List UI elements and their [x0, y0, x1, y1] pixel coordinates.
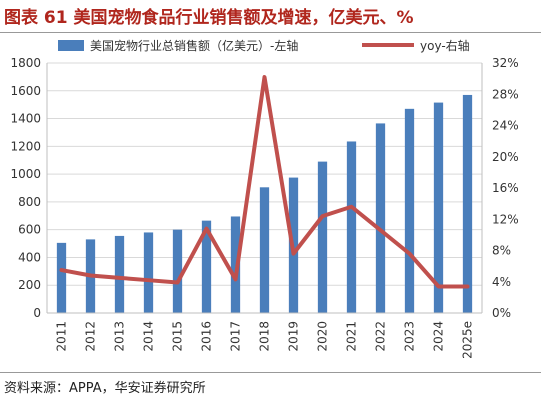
x-tick-label: 2013 — [113, 321, 127, 352]
right-tick-label: 12% — [492, 212, 519, 226]
x-tick-label: 2020 — [316, 321, 330, 352]
x-tick-label: 2024 — [432, 321, 446, 352]
yoy-line — [59, 75, 470, 289]
bar — [346, 141, 357, 313]
page-title: 图表 61 美国宠物食品行业销售额及增速，亿美元、% — [4, 8, 414, 28]
left-tick-label: 1000 — [10, 167, 41, 181]
left-tick-label: 1400 — [10, 112, 41, 126]
x-tick-label: 2025e — [461, 321, 475, 359]
legend: 美国宠物行业总销售额（亿美元）-左轴 yoy-右轴 — [58, 38, 470, 53]
legend-line-label: yoy-右轴 — [420, 38, 470, 53]
axes: 0 200 400 600 800 1000 1200 1400 1600 1800 0% 4% 8% 1… — [10, 56, 518, 359]
x-tick-label: 2018 — [258, 321, 272, 352]
line-series — [59, 75, 470, 289]
left-tick-label: 1800 — [10, 56, 41, 70]
bar — [230, 216, 241, 313]
left-tick-label: 1600 — [10, 84, 41, 98]
bar — [114, 235, 125, 313]
left-tick-label: 600 — [18, 223, 41, 237]
x-tick-label: 2015 — [171, 321, 185, 352]
x-tick-label: 2012 — [84, 321, 98, 352]
legend-bar-swatch — [58, 40, 84, 51]
bar-series — [56, 94, 473, 314]
bar — [317, 161, 328, 313]
right-tick-label: 20% — [492, 150, 519, 164]
x-tick-label: 2023 — [403, 321, 417, 352]
right-tick-label: 16% — [492, 181, 519, 195]
x-tick-label: 2011 — [55, 321, 69, 352]
bar — [259, 187, 270, 313]
bar — [172, 229, 183, 313]
left-tick-label: 400 — [18, 250, 41, 264]
right-tick-label: 0% — [492, 306, 511, 320]
x-tick-label: 2014 — [142, 321, 156, 352]
right-tick-label: 28% — [492, 87, 519, 101]
x-tick-label: 2019 — [287, 321, 301, 352]
left-tick-label: 0 — [33, 306, 41, 320]
bar — [433, 102, 444, 313]
chart: 0 200 400 600 800 1000 1200 1400 1600 1800 0% 4% 8% 1… — [10, 38, 518, 359]
left-tick-label: 200 — [18, 278, 41, 292]
x-tick-label: 2022 — [374, 321, 388, 352]
bar — [56, 242, 67, 313]
source-note: 资料来源：APPA，华安证券研究所 — [4, 381, 206, 396]
bar — [462, 94, 473, 313]
right-tick-label: 8% — [492, 244, 511, 258]
right-tick-label: 4% — [492, 275, 511, 289]
left-tick-label: 800 — [18, 195, 41, 209]
x-tick-label: 2017 — [229, 321, 243, 352]
bar — [375, 123, 386, 314]
bar — [404, 108, 415, 313]
x-tick-label: 2016 — [200, 321, 214, 352]
legend-bar-label: 美国宠物行业总销售额（亿美元）-左轴 — [90, 38, 298, 53]
left-tick-label: 1200 — [10, 139, 41, 153]
title-bar: 图表 61 美国宠物食品行业销售额及增速，亿美元、% — [0, 0, 541, 33]
right-tick-label: 32% — [492, 56, 519, 70]
source-divider — [0, 372, 541, 373]
right-tick-label: 24% — [492, 119, 519, 133]
bar — [201, 220, 212, 313]
bar — [143, 232, 154, 313]
x-tick-label: 2021 — [345, 321, 359, 352]
